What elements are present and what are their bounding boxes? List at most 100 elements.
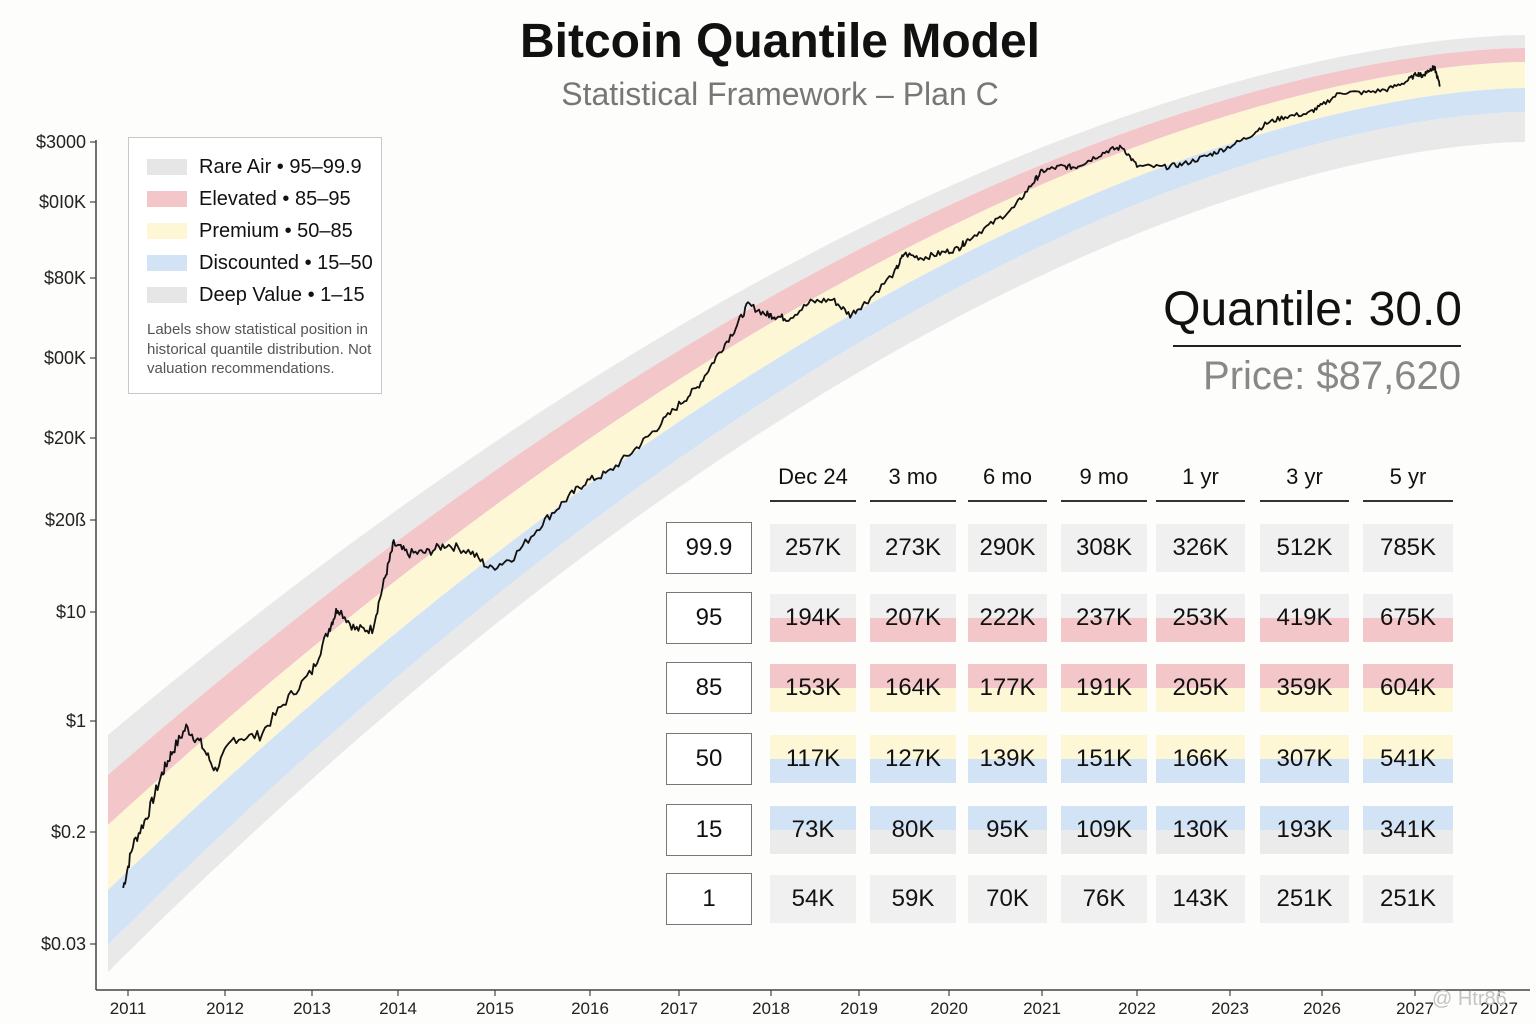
y-tick-label: $20ß: [45, 510, 86, 530]
x-tick-label: 2019: [840, 999, 878, 1018]
forecast-cell: 80K: [870, 806, 956, 854]
price-line: [122, 65, 1441, 889]
forecast-cell: 359K: [1260, 664, 1349, 712]
x-tick-label: 2011: [110, 999, 147, 1018]
x-tick-label: 2027: [1480, 999, 1518, 1018]
y-axis-ticks: $3000 $0I0K $80K $00K $20K $20ß $10 $1 $0.2 $0.03: [36, 132, 96, 954]
quantile-readout: Quantile: 30.0: [1163, 283, 1462, 336]
x-tick-label: 2018: [752, 999, 790, 1018]
forecast-cell: 166K: [1156, 735, 1245, 783]
forecast-cell: 251K: [1260, 875, 1349, 923]
forecast-cell: 341K: [1363, 806, 1453, 854]
quantile-row-label: 99.9: [666, 522, 752, 574]
watermark: @ Htr86: [1432, 988, 1507, 1010]
column-header: 1 yr: [1156, 462, 1245, 502]
forecast-cell: 675K: [1363, 594, 1453, 642]
forecast-cell: 207K: [870, 594, 956, 642]
column-header: 6 mo: [968, 462, 1047, 502]
quantile-row-label: 85: [666, 662, 752, 714]
y-tick-label: $1: [66, 711, 86, 731]
forecast-cell: 139K: [968, 735, 1047, 783]
x-tick-label: 2027: [1396, 999, 1434, 1018]
x-axis-ticks: 2011 2012 2013 2014 2015 2016 2017 2018 2019 2020…: [110, 990, 1518, 1018]
y-tick-label: $0.03: [41, 934, 86, 954]
price-readout: Price: $87,620: [1203, 354, 1461, 398]
forecast-cell: 205K: [1156, 664, 1245, 712]
x-tick-label: 2017: [660, 999, 698, 1018]
forecast-cell: 512K: [1260, 524, 1349, 572]
forecast-cell: 76K: [1061, 875, 1147, 923]
y-tick-label: $00K: [44, 348, 86, 368]
forecast-cell: 604K: [1363, 664, 1453, 712]
forecast-cell: 253K: [1156, 594, 1245, 642]
forecast-cell: 73K: [770, 806, 856, 854]
y-tick-label: $10: [56, 602, 86, 622]
forecast-cell: 194K: [770, 594, 856, 642]
forecast-cell: 70K: [968, 875, 1047, 923]
readout-divider: [1173, 345, 1461, 347]
column-header: 9 mo: [1061, 462, 1147, 502]
forecast-cell: 785K: [1363, 524, 1453, 572]
y-tick-label: $80K: [44, 268, 86, 288]
forecast-cell: 117K: [770, 735, 856, 783]
forecast-cell: 54K: [770, 875, 856, 923]
legend-swatch-elevated: [147, 191, 187, 207]
forecast-cell: 237K: [1061, 594, 1147, 642]
y-tick-label: $0I0K: [39, 192, 86, 212]
forecast-cell: 326K: [1156, 524, 1245, 572]
x-tick-label: 2021: [1023, 999, 1061, 1018]
quantile-row-label: 15: [666, 804, 752, 856]
forecast-cell: 153K: [770, 664, 856, 712]
forecast-cell: 290K: [968, 524, 1047, 572]
quantile-row-label: 50: [666, 733, 752, 785]
column-header: Dec 24: [770, 462, 856, 502]
x-tick-label: 2015: [476, 999, 514, 1018]
legend: Rare Air • 95–99.9 Elevated • 85–95 Prem…: [128, 137, 382, 394]
y-tick-label: $20K: [44, 428, 86, 448]
legend-item-elevated: Elevated • 85–95: [147, 187, 351, 211]
legend-swatch-rare-air: [147, 159, 187, 175]
legend-item-premium: Premium • 50–85: [147, 219, 353, 243]
legend-swatch-discounted: [147, 255, 187, 271]
forecast-cell: 191K: [1061, 664, 1147, 712]
x-tick-label: 2020: [930, 999, 968, 1018]
forecast-cell: 222K: [968, 594, 1047, 642]
forecast-cell: 419K: [1260, 594, 1349, 642]
x-tick-label: 2016: [571, 999, 609, 1018]
forecast-cell: 127K: [870, 735, 956, 783]
price-line-group: [122, 65, 1441, 889]
x-tick-label: 2026: [1303, 999, 1341, 1018]
y-tick-label: $0.2: [51, 822, 86, 842]
legend-label-elevated: Elevated • 85–95: [199, 187, 351, 210]
x-tick-label: 2022: [1118, 999, 1156, 1018]
forecast-cell: 164K: [870, 664, 956, 712]
legend-disclaimer: Labels show statistical position in hist…: [147, 321, 372, 377]
quantile-row-label: 95: [666, 592, 752, 644]
legend-label-discounted: Discounted • 15–50: [199, 251, 373, 274]
legend-item-discounted: Discounted • 15–50: [147, 251, 373, 275]
column-header: 3 yr: [1260, 462, 1349, 502]
legend-swatch-premium: [147, 223, 187, 239]
column-header: 3 mo: [870, 462, 956, 502]
x-tick-label: 2023: [1211, 999, 1249, 1018]
forecast-cell: 151K: [1061, 735, 1147, 783]
x-tick-label: 2014: [379, 999, 417, 1018]
forecast-cell: 143K: [1156, 875, 1245, 923]
chart-axes: [95, 140, 1530, 991]
y-tick-label: $3000: [36, 132, 86, 152]
legend-item-rare-air: Rare Air • 95–99.9: [147, 155, 362, 179]
forecast-cell: 130K: [1156, 806, 1245, 854]
forecast-cell: 307K: [1260, 735, 1349, 783]
legend-swatch-deep-value: [147, 287, 187, 303]
legend-label-premium: Premium • 50–85: [199, 219, 353, 242]
forecast-cell: 308K: [1061, 524, 1147, 572]
forecast-cell: 541K: [1363, 735, 1453, 783]
legend-label-rare-air: Rare Air • 95–99.9: [199, 155, 362, 178]
forecast-cell: 251K: [1363, 875, 1453, 923]
legend-label-deep-value: Deep Value • 1–15: [199, 283, 365, 306]
chart-title: Bitcoin Quantile Model: [519, 15, 1040, 68]
x-tick-label: 2013: [293, 999, 331, 1018]
forecast-cell: 193K: [1260, 806, 1349, 854]
column-header: 5 yr: [1363, 462, 1453, 502]
